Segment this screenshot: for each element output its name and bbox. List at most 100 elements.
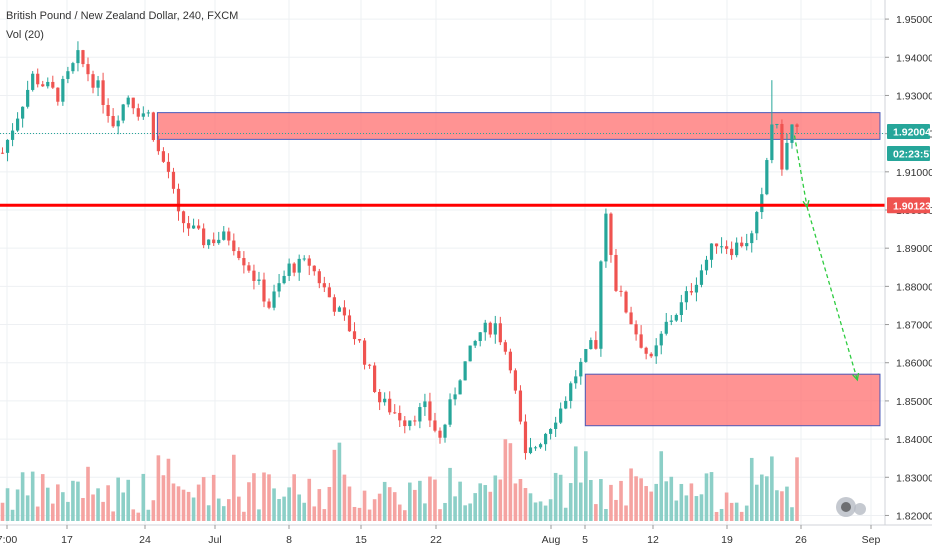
volume-bar: [538, 501, 543, 521]
candle-body: [523, 421, 528, 454]
candle-body: [719, 246, 724, 248]
candle-body: [373, 365, 377, 392]
volume-bar: [719, 508, 724, 521]
candle-body: [141, 113, 145, 117]
volume-bar: [332, 449, 337, 521]
candle-body: [468, 345, 472, 362]
candle-body: [664, 321, 668, 334]
candle-body: [227, 231, 231, 241]
candle-body: [277, 283, 281, 292]
volume-bar: [679, 483, 684, 521]
candle-body: [111, 116, 115, 127]
grid: [0, 0, 885, 525]
volume-bar: [40, 474, 45, 521]
y-tick-label: 1.87000: [896, 320, 932, 332]
volume-bar: [166, 458, 171, 521]
volume-bar: [599, 479, 603, 521]
candle-body: [393, 412, 397, 414]
candle-body: [790, 124, 794, 143]
candle-body: [458, 380, 462, 395]
y-tick-label: 1.82000: [896, 510, 932, 522]
candle-body: [408, 420, 412, 427]
volume-bar: [372, 499, 377, 521]
volume-bar: [101, 501, 105, 521]
volume-bar: [382, 481, 387, 521]
candle-body: [51, 81, 55, 88]
volume-bar: [468, 503, 472, 521]
candle-body: [176, 188, 181, 212]
volume-bar: [352, 506, 357, 521]
volume-bar: [262, 472, 266, 521]
volume-bar: [201, 477, 206, 521]
volume-bar: [649, 491, 653, 521]
candle-body: [267, 301, 271, 308]
volume-bar: [609, 484, 613, 521]
candle-body: [217, 239, 221, 244]
candle-body: [443, 424, 447, 438]
candle-body: [644, 347, 648, 354]
candle-body: [599, 261, 603, 349]
candle-body: [463, 361, 467, 381]
candle-body: [413, 420, 417, 422]
volume-bar: [734, 502, 739, 521]
volume-bar: [508, 443, 513, 521]
candle-body: [594, 340, 598, 349]
volume-bar: [377, 493, 382, 521]
volume-bar: [709, 472, 714, 521]
candle-body: [604, 213, 608, 262]
candle-body: [247, 265, 251, 271]
volume-bar: [402, 510, 407, 521]
volume-bar: [533, 502, 538, 521]
candle-body: [362, 340, 367, 365]
candle-body: [222, 231, 226, 240]
candle-body: [785, 142, 789, 170]
volume-bar: [664, 481, 669, 521]
overlay-lines: [0, 132, 885, 382]
candle-body: [151, 112, 155, 141]
volume-bar: [191, 497, 196, 521]
volume-bar: [694, 496, 699, 521]
candle-body: [709, 243, 714, 260]
candle-body: [191, 225, 196, 229]
volume-bar: [277, 498, 281, 521]
x-tick-label: 19: [721, 534, 733, 546]
volume-bar: [754, 484, 759, 521]
candle-body: [478, 332, 482, 341]
volume-bar: [528, 493, 533, 521]
y-tick-label: 1.95000: [896, 14, 932, 26]
candle-body: [307, 258, 311, 266]
candle-body: [760, 194, 764, 213]
y-tick-label: 1.88000: [896, 281, 932, 293]
volume-bar: [523, 488, 528, 521]
candle-body: [76, 50, 80, 64]
candle-body: [528, 447, 533, 454]
x-tick-label: 8: [286, 534, 292, 546]
symbol-title[interactable]: British Pound / New Zealand Dollar, 240,…: [6, 10, 239, 22]
candle-body: [624, 291, 628, 313]
candle-body: [46, 81, 50, 87]
volume-bar: [387, 487, 392, 521]
volume-bar: [624, 505, 628, 521]
candle-body: [669, 320, 673, 322]
candle-body: [483, 322, 487, 333]
y-tick-label: 1.91000: [896, 167, 932, 179]
volume-bar: [548, 499, 553, 521]
candle-body: [61, 78, 65, 102]
candle-body: [352, 331, 357, 340]
candle-body: [257, 279, 261, 281]
volume-bar: [15, 489, 20, 521]
volume-indicator-label[interactable]: Vol (20): [6, 29, 44, 41]
y-tick-label: 1.93000: [896, 90, 932, 102]
x-tick-label: 7:00: [0, 534, 17, 546]
candle-body: [197, 225, 201, 229]
volume-bar: [50, 503, 55, 521]
y-tick-label: 1.85000: [896, 396, 932, 408]
volume-bar: [76, 481, 80, 521]
candle-body: [0, 152, 5, 154]
candle-body: [332, 297, 336, 312]
candle-body: [508, 351, 512, 371]
volume-bar: [156, 455, 161, 521]
candle-body: [543, 433, 548, 445]
